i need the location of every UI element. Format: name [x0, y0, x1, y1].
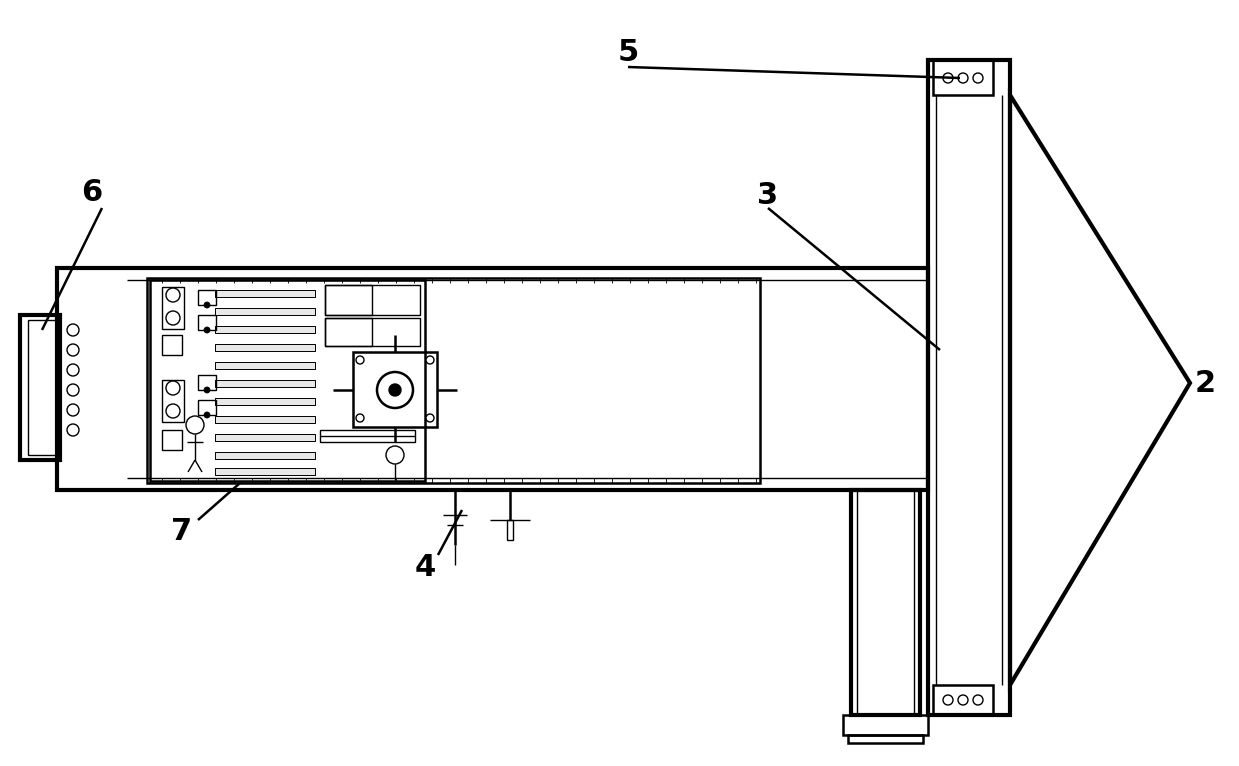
- Bar: [162, 430, 182, 450]
- Circle shape: [67, 344, 79, 356]
- Bar: [216, 468, 315, 475]
- Bar: [851, 490, 921, 715]
- Bar: [162, 380, 185, 422]
- Bar: [216, 398, 315, 405]
- Text: 4: 4: [414, 554, 436, 582]
- Circle shape: [958, 73, 968, 83]
- Circle shape: [426, 356, 434, 364]
- Circle shape: [186, 416, 204, 434]
- Bar: [198, 290, 216, 305]
- Circle shape: [958, 695, 968, 705]
- Bar: [216, 290, 315, 297]
- Text: 2: 2: [1194, 368, 1215, 398]
- Bar: [928, 60, 1010, 715]
- Circle shape: [426, 414, 434, 422]
- Bar: [162, 335, 182, 355]
- Circle shape: [67, 424, 79, 436]
- Text: 5: 5: [617, 38, 638, 67]
- Bar: [843, 715, 928, 735]
- Circle shape: [973, 695, 983, 705]
- Bar: [216, 452, 315, 459]
- Bar: [325, 318, 372, 346]
- Circle shape: [166, 404, 180, 418]
- Circle shape: [67, 364, 79, 376]
- Circle shape: [166, 288, 180, 302]
- Bar: [216, 308, 315, 315]
- Circle shape: [356, 414, 364, 422]
- Circle shape: [387, 446, 404, 464]
- Text: 7: 7: [171, 518, 192, 546]
- Circle shape: [166, 311, 180, 325]
- Bar: [57, 268, 928, 490]
- Text: 6: 6: [82, 178, 103, 207]
- Circle shape: [67, 324, 79, 336]
- Bar: [320, 430, 415, 442]
- Bar: [325, 318, 420, 346]
- Circle shape: [377, 372, 413, 408]
- Bar: [216, 344, 315, 351]
- Bar: [216, 416, 315, 423]
- Circle shape: [204, 387, 209, 393]
- Circle shape: [389, 384, 401, 396]
- Circle shape: [166, 381, 180, 395]
- Bar: [933, 685, 992, 715]
- Bar: [198, 375, 216, 390]
- Bar: [198, 400, 216, 415]
- Bar: [150, 280, 425, 481]
- Bar: [28, 320, 56, 455]
- Circle shape: [204, 412, 209, 418]
- Bar: [933, 60, 992, 95]
- Circle shape: [973, 73, 983, 83]
- Bar: [507, 520, 513, 540]
- Circle shape: [67, 404, 79, 416]
- Circle shape: [943, 695, 953, 705]
- Bar: [847, 735, 923, 743]
- Bar: [353, 352, 437, 427]
- Bar: [325, 285, 372, 315]
- Bar: [147, 278, 760, 483]
- Circle shape: [67, 384, 79, 396]
- Bar: [198, 315, 216, 330]
- Bar: [216, 326, 315, 333]
- Bar: [216, 434, 315, 441]
- Text: 3: 3: [757, 181, 778, 209]
- Circle shape: [204, 302, 209, 308]
- Circle shape: [943, 73, 953, 83]
- Bar: [162, 287, 185, 329]
- Bar: [216, 380, 315, 387]
- Bar: [20, 315, 59, 460]
- Bar: [325, 285, 420, 315]
- Circle shape: [204, 327, 209, 333]
- Bar: [216, 362, 315, 369]
- Circle shape: [356, 356, 364, 364]
